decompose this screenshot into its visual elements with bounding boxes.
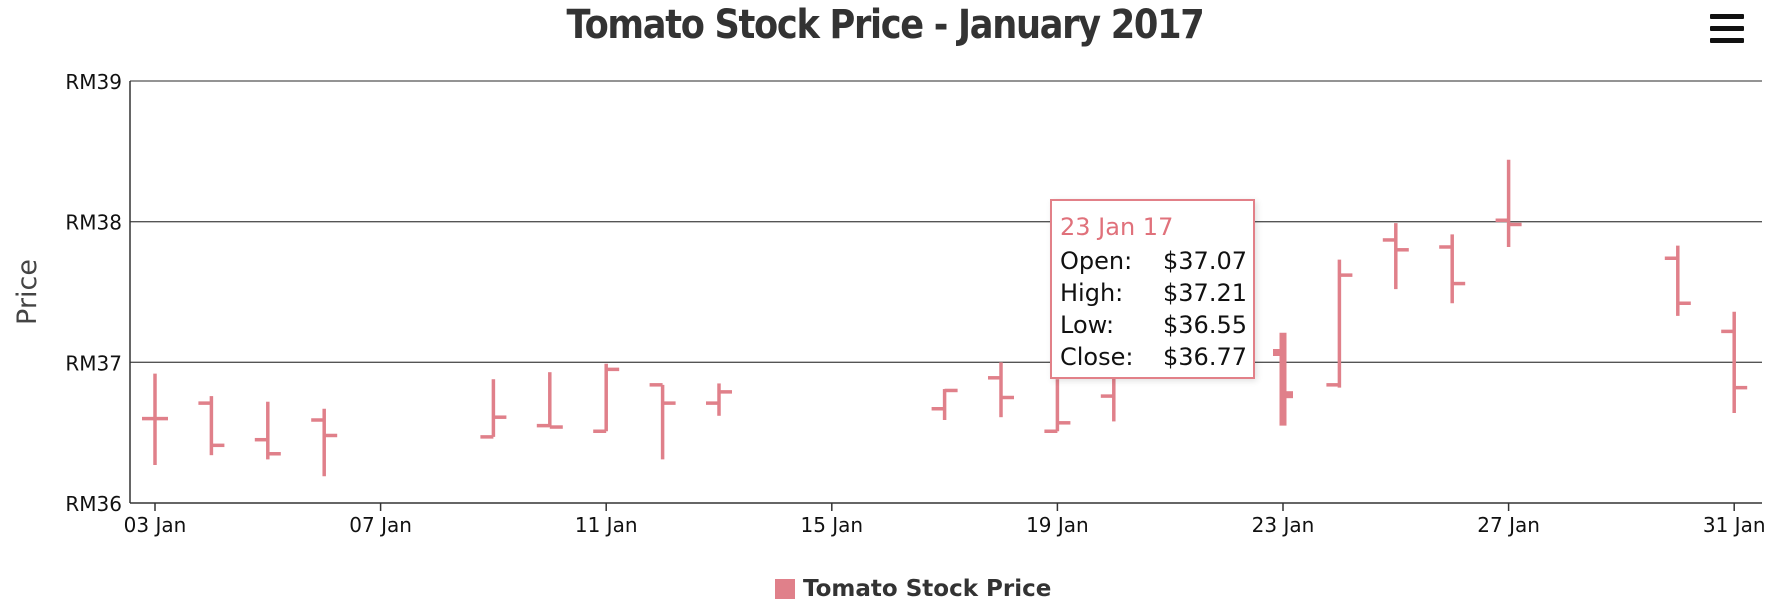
y-tick-label: RM39 bbox=[65, 70, 122, 94]
tooltip-label: Low: bbox=[1060, 311, 1115, 339]
x-tick-label: 19 Jan bbox=[1026, 513, 1089, 537]
ohlc-bar bbox=[536, 372, 563, 429]
ohlc-bar bbox=[706, 383, 732, 416]
ohlc-bar bbox=[1382, 223, 1409, 290]
x-tick-label: 31 Jan bbox=[1703, 513, 1766, 537]
ohlc-bar bbox=[1044, 379, 1071, 434]
tooltip-value: $37.21 bbox=[1163, 279, 1247, 307]
x-tick-labels: 03 Jan 07 Jan 11 Jan 15 Jan 19 Jan 23 Jan 27 J… bbox=[124, 513, 1766, 537]
ohlc-bar bbox=[480, 379, 507, 439]
tooltip-row-open: Open: $37.07 bbox=[1060, 247, 1247, 277]
ohlc-bar bbox=[649, 383, 676, 460]
tooltip-label: Open: bbox=[1060, 247, 1133, 275]
x-tick-label: 27 Jan bbox=[1477, 513, 1540, 537]
ohlc-bar bbox=[1721, 311, 1748, 413]
menu-bar bbox=[1710, 14, 1744, 19]
tooltip: 23 Jan 17 Open: $37.07 High: $37.21 Low:… bbox=[1050, 199, 1255, 379]
tooltip-row-high: High: $37.21 bbox=[1060, 279, 1247, 309]
legend-swatch bbox=[775, 579, 795, 599]
y-tick-label: RM37 bbox=[65, 351, 122, 375]
tooltip-row-close: Close: $36.77 bbox=[1060, 343, 1247, 373]
y-tick-labels: RM36 RM37 RM38 RM39 bbox=[65, 70, 122, 516]
ohlc-bar bbox=[198, 396, 225, 456]
ohlc-series bbox=[142, 159, 1748, 477]
ohlc-bar bbox=[988, 362, 1014, 418]
y-tick-label: RM38 bbox=[65, 211, 122, 235]
ohlc-bar bbox=[1439, 234, 1466, 304]
ohlc-bar bbox=[311, 408, 338, 477]
ohlc-bar bbox=[931, 388, 958, 421]
ohlc-bar bbox=[254, 401, 281, 460]
legend[interactable]: Tomato Stock Price bbox=[775, 576, 1051, 602]
legend-label: Tomato Stock Price bbox=[803, 576, 1051, 602]
y-axis-label: Price bbox=[12, 259, 43, 325]
grid-lines bbox=[130, 80, 1762, 363]
ohlc-bar bbox=[593, 363, 620, 434]
x-tick-label: 15 Jan bbox=[800, 513, 863, 537]
tooltip-date: 23 Jan 17 bbox=[1060, 213, 1174, 241]
x-tick-label: 11 Jan bbox=[575, 513, 638, 537]
tooltip-value: $37.07 bbox=[1163, 247, 1247, 275]
tooltip-value: $36.77 bbox=[1163, 343, 1247, 371]
tooltip-value: $36.55 bbox=[1163, 311, 1247, 339]
menu-bar bbox=[1710, 26, 1744, 31]
menu-bar bbox=[1710, 38, 1744, 43]
ohlc-bar bbox=[142, 373, 168, 466]
x-tick-label: 23 Jan bbox=[1252, 513, 1315, 537]
tooltip-label: High: bbox=[1060, 279, 1124, 307]
ohlc-bar bbox=[1664, 245, 1691, 316]
axes bbox=[129, 81, 1762, 511]
y-tick-label: RM36 bbox=[65, 492, 122, 516]
ohlc-bar bbox=[1326, 259, 1353, 388]
menu-icon[interactable] bbox=[1710, 14, 1744, 48]
x-tick-label: 03 Jan bbox=[124, 513, 187, 537]
ohlc-bar bbox=[1495, 159, 1522, 247]
tooltip-row-low: Low: $36.55 bbox=[1060, 311, 1247, 341]
x-tick-label: 07 Jan bbox=[349, 513, 412, 537]
chart-title: Tomato Stock Price - January 2017 bbox=[566, 2, 1205, 48]
tooltip-label: Close: bbox=[1060, 343, 1134, 371]
ohlc-bar bbox=[1273, 332, 1293, 426]
